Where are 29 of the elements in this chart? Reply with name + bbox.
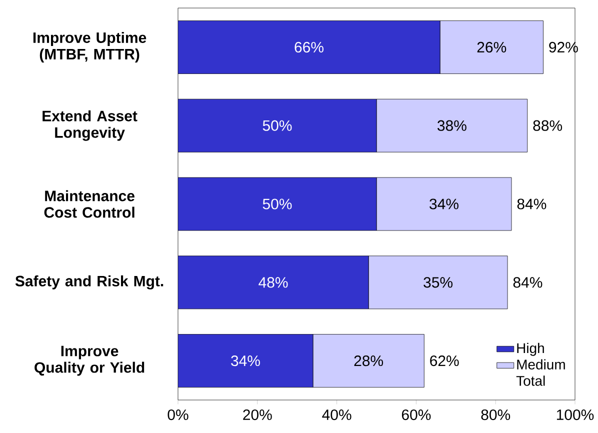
y-tick-label: Improve Uptime (MTBF, MTTR) xyxy=(33,32,146,62)
data-label: 28% xyxy=(354,355,384,366)
total-label: 92% xyxy=(549,42,578,53)
data-label: 50% xyxy=(262,120,292,131)
x-tick-label: 100% xyxy=(556,409,594,420)
data-label: 34% xyxy=(231,355,260,366)
data-label: 26% xyxy=(477,42,506,53)
legend-label: Medium xyxy=(517,359,565,370)
total-label: 84% xyxy=(517,198,546,210)
x-tick-label: 60% xyxy=(402,409,431,420)
total-label: 84% xyxy=(513,277,542,288)
x-tick-label: 0% xyxy=(168,409,188,420)
y-tick-label: Maintenance Cost Control xyxy=(44,190,134,218)
total-label: 88% xyxy=(533,120,562,131)
total-label: 62% xyxy=(430,355,459,366)
x-tick-label: 40% xyxy=(322,409,352,420)
y-tick-label: Improve Quality or Yield xyxy=(34,346,144,376)
x-tick-label: 20% xyxy=(243,409,272,420)
data-label: 35% xyxy=(424,277,453,288)
data-label: 38% xyxy=(438,120,466,131)
data-label: 66% xyxy=(294,42,324,53)
annotation: Total xyxy=(516,376,545,386)
data-label: 50% xyxy=(262,198,292,210)
data-label: 48% xyxy=(258,277,288,288)
y-tick-label: Safety and Risk Mgt. xyxy=(15,275,164,290)
data-label: 34% xyxy=(430,198,458,210)
x-tick-label: 80% xyxy=(481,409,510,420)
legend-label: High xyxy=(517,342,544,356)
y-tick-label: Extend Asset Longevity xyxy=(42,110,138,141)
